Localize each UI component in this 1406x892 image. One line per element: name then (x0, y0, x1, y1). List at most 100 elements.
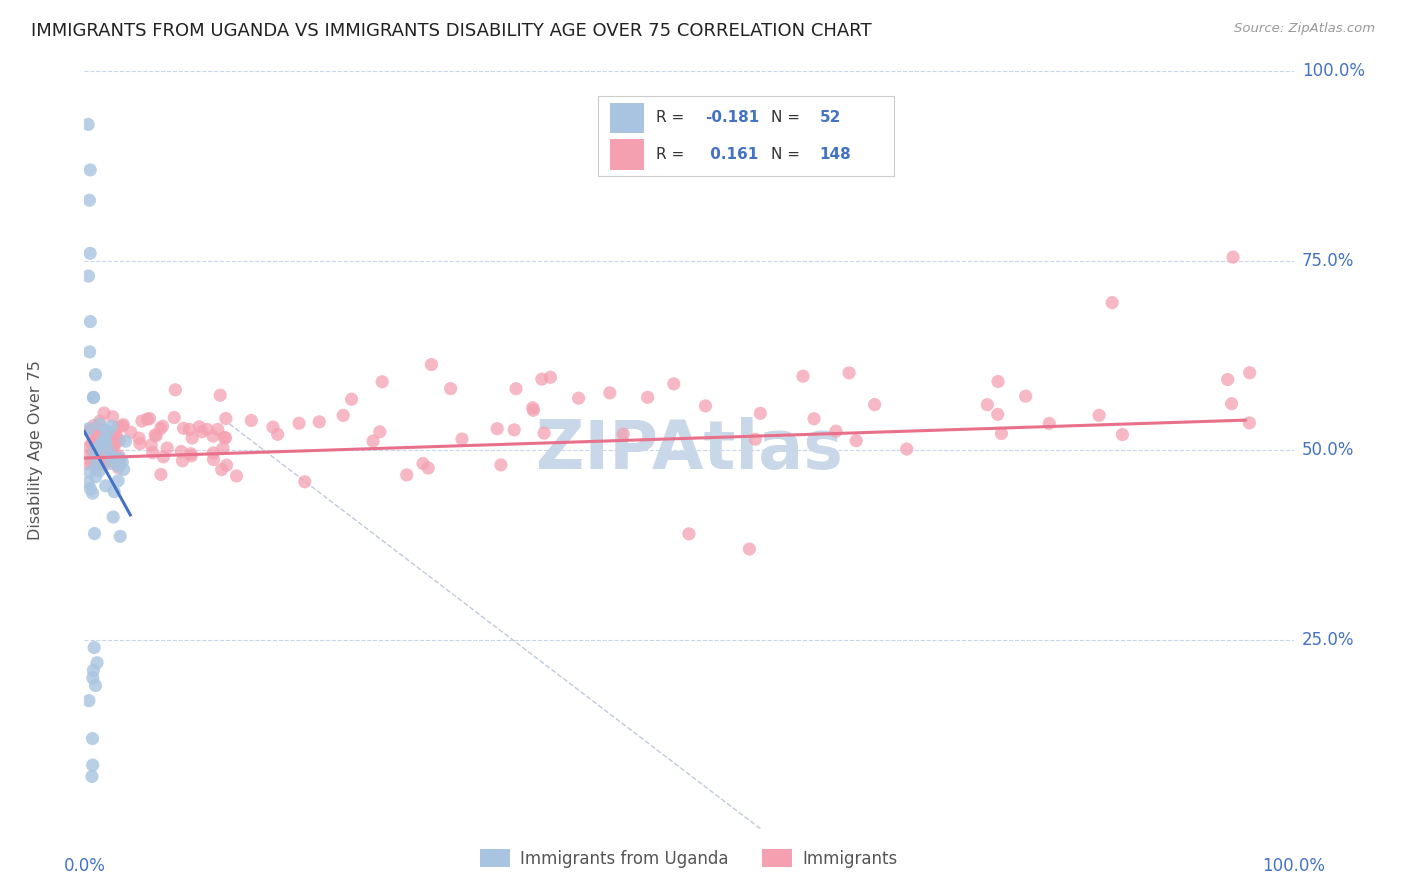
Point (361, 434, 384, 449)
Point (77, 475, 100, 490)
Point (533, 426, 555, 441)
Text: 52: 52 (820, 111, 841, 126)
Point (77, 440, 100, 454)
Point (599, 385, 621, 400)
Point (215, 411, 238, 425)
Point (83, 418, 105, 433)
Text: 148: 148 (820, 147, 851, 162)
Point (165, 383, 187, 397)
Point (128, 431, 150, 445)
Point (412, 457, 434, 471)
Point (522, 401, 544, 415)
Point (266, 427, 288, 442)
Point (368, 425, 391, 439)
Text: 0.0%: 0.0% (63, 857, 105, 875)
Point (138, 411, 160, 425)
Point (108, 529, 131, 543)
Point (1038, 417, 1060, 431)
Text: ZIPAtlas: ZIPAtlas (536, 417, 842, 483)
Point (82, 664, 104, 678)
Point (104, 436, 127, 450)
Point (87, 429, 110, 443)
Point (79, 482, 101, 496)
Point (451, 432, 474, 446)
Point (1101, 295, 1123, 310)
Point (105, 434, 128, 448)
Point (152, 419, 174, 434)
Point (84, 368, 107, 382)
Point (262, 420, 284, 434)
Point (94, 423, 117, 437)
Point (112, 417, 135, 432)
Point (744, 432, 766, 446)
Point (79, 465, 101, 479)
Point (180, 449, 202, 463)
Text: N =: N = (770, 147, 806, 162)
Point (84, 431, 107, 445)
Point (82, 758, 104, 772)
Point (1220, 397, 1243, 411)
Point (1111, 427, 1133, 442)
Text: 50.0%: 50.0% (1302, 442, 1354, 459)
Point (142, 445, 165, 459)
Point (195, 422, 218, 436)
Point (225, 469, 247, 483)
Point (136, 412, 159, 426)
Point (79, 246, 101, 260)
Point (179, 422, 201, 436)
Point (214, 431, 236, 445)
Point (93, 452, 115, 467)
Point (93, 406, 115, 420)
Legend: Immigrants from Uganda, Immigrants: Immigrants from Uganda, Immigrants (474, 843, 904, 874)
Point (803, 411, 825, 425)
Point (108, 456, 131, 470)
Point (332, 409, 354, 423)
Point (188, 419, 211, 434)
Point (83, 640, 105, 655)
Point (80, 422, 103, 436)
Bar (599, 96, 894, 176)
Point (371, 375, 394, 389)
Point (240, 413, 263, 427)
Point (172, 454, 194, 468)
Point (90, 433, 112, 447)
Point (82, 391, 104, 405)
Point (1239, 416, 1261, 430)
Point (84, 678, 107, 692)
Point (89, 417, 111, 431)
Point (87, 436, 110, 450)
Point (170, 444, 193, 458)
Point (149, 421, 172, 435)
Point (87, 434, 110, 449)
Point (79, 163, 101, 178)
Point (93, 458, 115, 472)
Point (107, 474, 129, 488)
Point (108, 434, 131, 448)
Point (87, 429, 110, 443)
Point (340, 392, 363, 407)
Point (1014, 389, 1036, 403)
Point (120, 425, 142, 440)
Point (84, 458, 107, 473)
Text: Source: ZipAtlas.com: Source: ZipAtlas.com (1234, 22, 1375, 36)
Point (93, 432, 115, 446)
Point (202, 452, 225, 467)
Point (214, 431, 236, 445)
Point (84, 453, 107, 467)
Point (80, 436, 103, 450)
Point (990, 426, 1012, 441)
Point (93, 453, 115, 467)
Point (82, 446, 104, 460)
Point (100, 419, 122, 434)
Point (418, 461, 440, 475)
Point (100, 450, 122, 464)
Text: 0.161: 0.161 (704, 147, 758, 162)
Point (94, 442, 117, 457)
Point (612, 427, 634, 442)
Text: IMMIGRANTS FROM UGANDA VS IMMIGRANTS DISABILITY AGE OVER 75 CORRELATION CHART: IMMIGRANTS FROM UGANDA VS IMMIGRANTS DIS… (31, 22, 872, 40)
Point (114, 434, 136, 449)
Point (143, 428, 166, 442)
Point (89, 440, 111, 454)
Point (105, 429, 128, 443)
Text: N =: N = (770, 111, 806, 126)
